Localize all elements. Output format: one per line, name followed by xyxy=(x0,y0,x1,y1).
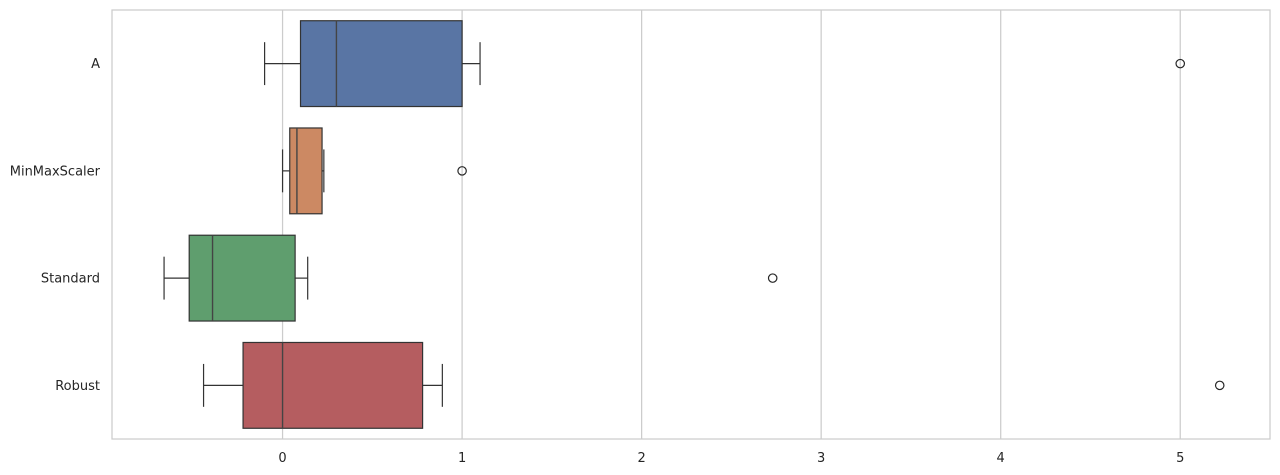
category-labels: A MinMaxScaler Standard Robust xyxy=(10,57,101,394)
outlier-point xyxy=(457,166,467,176)
category-label: MinMaxScaler xyxy=(10,164,101,179)
x-tick-label: 1 xyxy=(458,451,466,466)
x-tick-label: 5 xyxy=(1176,451,1184,466)
category-label: A xyxy=(91,57,100,72)
category-label: Robust xyxy=(55,379,100,394)
box-group-3 xyxy=(202,341,1225,429)
outlier-point xyxy=(1175,58,1186,69)
x-tick-label: 0 xyxy=(278,451,286,466)
iqr-box xyxy=(242,341,424,429)
box-group-0 xyxy=(264,20,1186,108)
box-group-2 xyxy=(163,234,778,322)
x-tick-labels: 0 1 2 3 4 5 xyxy=(278,451,1184,466)
x-tick-label: 2 xyxy=(637,451,645,466)
x-tick-label: 3 xyxy=(817,451,825,466)
iqr-box xyxy=(188,234,296,322)
box-group-1 xyxy=(281,127,467,215)
outlier-point xyxy=(767,273,778,283)
plot-frame xyxy=(111,9,1271,440)
iqr-box xyxy=(289,127,323,215)
category-label: Standard xyxy=(41,272,100,287)
outlier-point xyxy=(1214,380,1225,391)
iqr-box xyxy=(299,20,463,108)
x-tick-label: 4 xyxy=(997,451,1005,466)
box-layer xyxy=(163,20,1225,429)
